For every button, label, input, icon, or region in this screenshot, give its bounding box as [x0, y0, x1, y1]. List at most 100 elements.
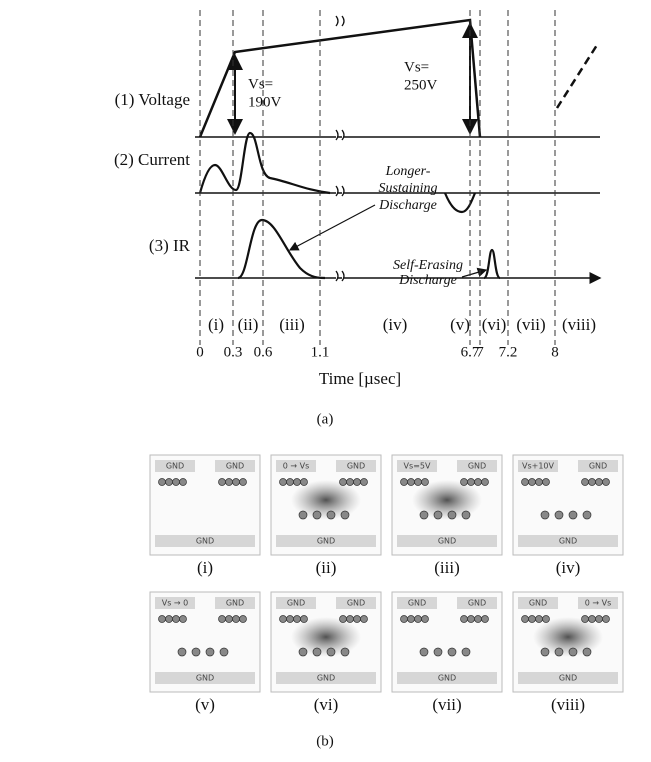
- electrode-label: GND: [347, 599, 365, 608]
- charge: [569, 511, 577, 519]
- voltage-label: Vs=: [248, 76, 273, 92]
- annotation: Discharge: [398, 273, 457, 288]
- panel: Vs=5VGNDGND: [392, 455, 502, 555]
- charge: [582, 616, 589, 623]
- electrode-label: GND: [559, 537, 577, 546]
- phase-label: (iii): [279, 315, 305, 334]
- charge: [219, 479, 226, 486]
- charge: [596, 479, 603, 486]
- charge: [482, 616, 489, 623]
- electrode-label: GND: [468, 462, 486, 471]
- charge: [299, 648, 307, 656]
- charge: [280, 616, 287, 623]
- electrode-label: GND: [166, 462, 184, 471]
- electrode-label: GND: [226, 599, 244, 608]
- row-label: (3) IR: [149, 236, 191, 255]
- charge: [233, 479, 240, 486]
- phase-label: (ii): [238, 315, 259, 334]
- charge: [522, 479, 529, 486]
- panel-caption: (vii): [432, 695, 461, 714]
- charge: [422, 479, 429, 486]
- annotation: Longer-: [385, 164, 431, 179]
- time-tick: 7.2: [499, 344, 518, 360]
- charge: [287, 616, 294, 623]
- time-tick: 7: [476, 344, 484, 360]
- charge: [173, 616, 180, 623]
- charge: [354, 479, 361, 486]
- charge: [541, 511, 549, 519]
- charge: [583, 511, 591, 519]
- panel-caption: (v): [195, 695, 215, 714]
- charge: [173, 479, 180, 486]
- charge: [569, 648, 577, 656]
- charge: [434, 511, 442, 519]
- charge: [287, 479, 294, 486]
- voltage-next: [557, 45, 597, 108]
- charge: [301, 616, 308, 623]
- panel: Vs+10V GND GND: [513, 455, 623, 555]
- voltage-label: 190V: [248, 94, 282, 110]
- electrode-label: GND: [317, 537, 335, 546]
- charge: [361, 616, 368, 623]
- charge: [341, 648, 349, 656]
- charge: [583, 648, 591, 656]
- panel: GNDGNDGND: [150, 455, 260, 555]
- charge: [240, 616, 247, 623]
- panel: GNDGNDGND: [392, 592, 502, 692]
- annotation: Sustaining: [378, 181, 437, 196]
- phase-label: (iv): [383, 315, 408, 334]
- axis-label: Time [µsec]: [319, 369, 401, 388]
- voltage-curve: [200, 20, 480, 137]
- charge: [313, 511, 321, 519]
- charge: [347, 479, 354, 486]
- charge: [529, 479, 536, 486]
- panel-caption: (i): [197, 558, 213, 577]
- figure: 00.30.61.16.777.28(i)(ii)(iii)(iv)(v)(vi…: [0, 0, 651, 762]
- electrode-label: GND: [347, 462, 365, 471]
- panel-caption: (vi): [314, 695, 339, 714]
- charge: [420, 511, 428, 519]
- charge: [340, 479, 347, 486]
- annotation-arrow: [290, 205, 375, 250]
- charge: [448, 511, 456, 519]
- phase-label: (viii): [562, 315, 596, 334]
- electrode-label: GND: [196, 674, 214, 683]
- panel: GNDGNDGND: [271, 592, 381, 692]
- electrode-label: Vs+10V: [522, 462, 555, 471]
- charge: [468, 479, 475, 486]
- electrode-label: GND: [438, 674, 456, 683]
- charge: [226, 616, 233, 623]
- phase-label: (vi): [482, 315, 507, 334]
- charge: [341, 511, 349, 519]
- charge: [327, 648, 335, 656]
- charge: [408, 479, 415, 486]
- time-tick: 0: [196, 344, 204, 360]
- charge: [313, 648, 321, 656]
- charge: [408, 616, 415, 623]
- electrode-label: GND: [589, 462, 607, 471]
- electrode-label: GND: [226, 462, 244, 471]
- charge: [475, 616, 482, 623]
- electrode-label: GND: [408, 599, 426, 608]
- charge: [482, 479, 489, 486]
- charge: [415, 616, 422, 623]
- charge: [299, 511, 307, 519]
- panel-caption: (iii): [434, 558, 460, 577]
- charge: [219, 616, 226, 623]
- charge: [180, 616, 187, 623]
- annotation-arrow: [462, 270, 486, 277]
- charge: [240, 479, 247, 486]
- time-markers: [200, 10, 555, 345]
- charge: [206, 648, 214, 656]
- row-label: (1) Voltage: [115, 90, 190, 109]
- charge: [354, 616, 361, 623]
- charge: [220, 648, 228, 656]
- charge: [541, 648, 549, 656]
- panel-caption: (iv): [556, 558, 581, 577]
- charge: [420, 648, 428, 656]
- charge: [178, 648, 186, 656]
- electrode-label: GND: [317, 674, 335, 683]
- phase-label: (vii): [516, 315, 545, 334]
- charge: [582, 479, 589, 486]
